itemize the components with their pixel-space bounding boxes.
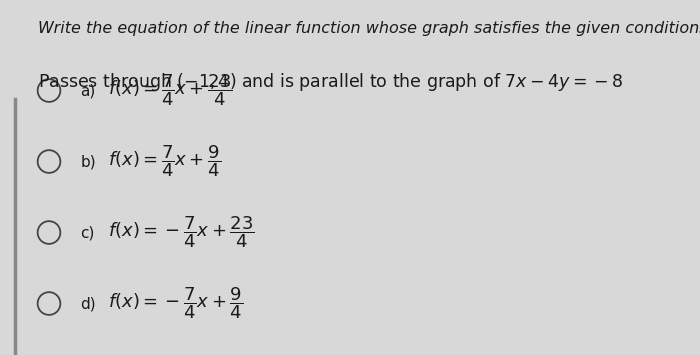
Text: c): c) [80, 225, 95, 240]
Text: a): a) [80, 83, 96, 98]
Text: Passes through $(-1, 4)$ and is parallel to the graph of $7x - 4y = -8$: Passes through $(-1, 4)$ and is parallel… [38, 71, 624, 93]
Text: $f(x) = \dfrac{7}{4}x + \dfrac{23}{4}$: $f(x) = \dfrac{7}{4}x + \dfrac{23}{4}$ [108, 73, 233, 108]
Text: $f(x) = -\dfrac{7}{4}x + \dfrac{23}{4}$: $f(x) = -\dfrac{7}{4}x + \dfrac{23}{4}$ [108, 215, 255, 250]
Text: d): d) [80, 296, 96, 311]
Text: Write the equation of the linear function whose graph satisfies the given condit: Write the equation of the linear functio… [38, 21, 700, 36]
Text: b): b) [80, 154, 96, 169]
Text: $f(x) = \dfrac{7}{4}x + \dfrac{9}{4}$: $f(x) = \dfrac{7}{4}x + \dfrac{9}{4}$ [108, 144, 221, 179]
Text: $f(x) = -\dfrac{7}{4}x + \dfrac{9}{4}$: $f(x) = -\dfrac{7}{4}x + \dfrac{9}{4}$ [108, 286, 244, 321]
